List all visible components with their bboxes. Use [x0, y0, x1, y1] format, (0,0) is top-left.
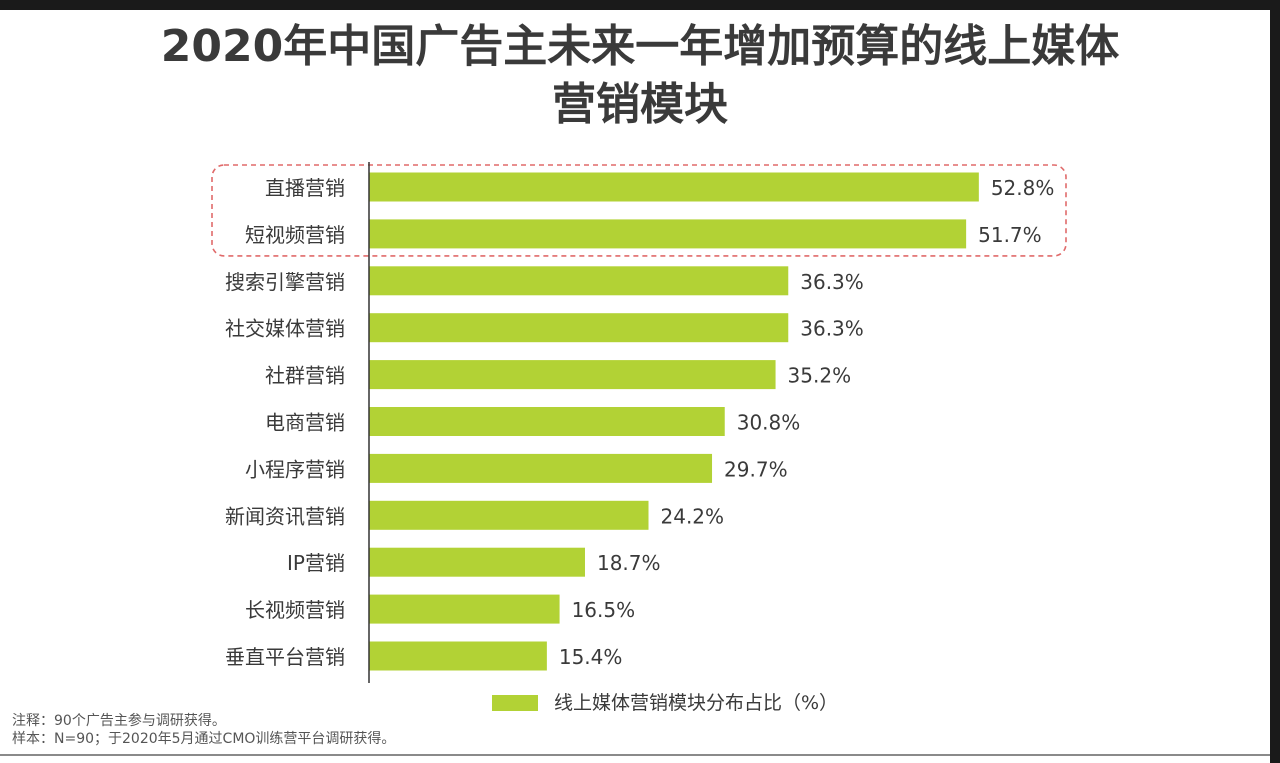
category-label: 搜索引擎营销 [225, 270, 345, 294]
category-label: IP营销 [287, 551, 345, 575]
data-label: 15.4% [559, 645, 623, 669]
bar [369, 360, 776, 390]
bar [369, 500, 649, 530]
chart-title: 2020年中国广告主未来一年增加预算的线上媒体 营销模块 [0, 18, 1280, 134]
data-label: 30.8% [737, 411, 801, 435]
top-border [0, 0, 1280, 10]
data-label: 35.2% [788, 364, 852, 388]
bar [369, 547, 585, 577]
data-label: 16.5% [572, 598, 636, 622]
data-label: 52.8% [991, 176, 1055, 200]
bar [369, 641, 547, 671]
bar [369, 266, 789, 296]
data-label: 24.2% [661, 504, 725, 528]
right-border [1270, 0, 1280, 763]
bar [369, 453, 713, 483]
category-label: 社交媒体营销 [225, 317, 345, 341]
sample-text: 样本：N=90；于2020年5月通过CMO训练营平台调研获得。 [12, 731, 396, 747]
category-label: 垂直平台营销 [225, 645, 345, 669]
data-label: 29.7% [724, 457, 788, 481]
bar [369, 313, 789, 343]
legend-swatch [492, 695, 538, 711]
category-label: 长视频营销 [245, 598, 345, 622]
category-label: 电商营销 [265, 411, 345, 435]
data-label: 36.3% [800, 317, 864, 341]
category-label: 小程序营销 [245, 457, 345, 481]
chart-title-line-2: 营销模块 [552, 79, 728, 130]
bar [369, 594, 560, 624]
bar [369, 172, 979, 202]
footnotes: 注释：90个广告主参与调研获得。 样本：N=90；于2020年5月通过CMO训练… [12, 712, 395, 748]
bar [369, 407, 725, 436]
data-label: 36.3% [800, 270, 864, 294]
data-label: 51.7% [978, 223, 1042, 247]
note-text: 注释：90个广告主参与调研获得。 [12, 713, 226, 729]
category-label: 社群营销 [265, 364, 345, 388]
bottom-rule [0, 754, 1270, 756]
category-label: 新闻资讯营销 [225, 504, 345, 528]
category-label: 直播营销 [265, 176, 345, 200]
highlight-box [211, 164, 1067, 257]
data-label: 18.7% [597, 551, 661, 575]
bar [369, 219, 967, 249]
chart-title-line-1: 2020年中国广告主未来一年增加预算的线上媒体 [160, 21, 1120, 72]
legend-label: 线上媒体营销模块分布占比（%） [554, 692, 838, 714]
category-label: 短视频营销 [245, 223, 345, 247]
